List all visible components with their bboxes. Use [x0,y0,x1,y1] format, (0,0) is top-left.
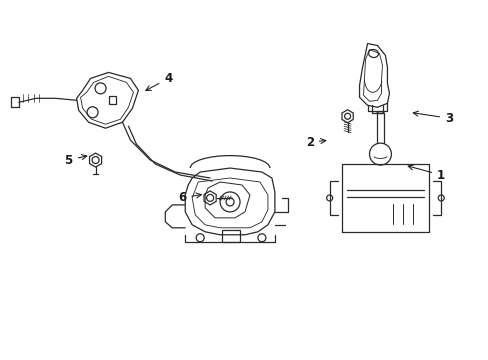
Text: 2: 2 [305,136,325,149]
Text: 6: 6 [178,192,201,204]
Text: 5: 5 [64,154,86,167]
Text: 3: 3 [412,111,452,125]
Text: 1: 1 [407,165,445,181]
Text: 4: 4 [145,72,172,90]
